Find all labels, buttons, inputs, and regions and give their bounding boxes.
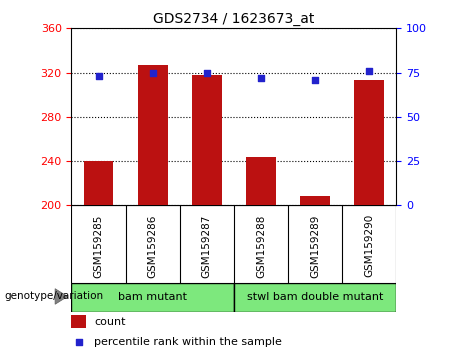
Title: GDS2734 / 1623673_at: GDS2734 / 1623673_at <box>153 12 315 26</box>
Bar <box>138 65 168 205</box>
Text: GSM159286: GSM159286 <box>148 214 158 278</box>
Point <box>203 70 211 75</box>
Text: genotype/variation: genotype/variation <box>5 291 104 301</box>
Bar <box>246 156 276 205</box>
Text: bam mutant: bam mutant <box>118 292 187 302</box>
Text: GSM159288: GSM159288 <box>256 214 266 278</box>
Text: GSM159289: GSM159289 <box>310 214 320 278</box>
Point <box>95 73 102 79</box>
Point <box>366 68 373 74</box>
Bar <box>83 161 113 205</box>
Text: GSM159285: GSM159285 <box>94 214 104 278</box>
Bar <box>71 283 234 312</box>
Point <box>257 75 265 81</box>
Bar <box>300 196 330 205</box>
Text: GSM159290: GSM159290 <box>364 214 374 278</box>
Text: percentile rank within the sample: percentile rank within the sample <box>94 337 282 347</box>
Text: GSM159287: GSM159287 <box>202 214 212 278</box>
Text: stwl bam double mutant: stwl bam double mutant <box>247 292 384 302</box>
Bar <box>355 80 384 205</box>
Point <box>312 77 319 82</box>
Point <box>149 70 156 75</box>
Polygon shape <box>55 289 67 304</box>
Bar <box>71 315 86 328</box>
Bar <box>192 75 222 205</box>
Point <box>75 339 83 345</box>
Bar <box>234 283 396 312</box>
Text: count: count <box>94 316 126 327</box>
